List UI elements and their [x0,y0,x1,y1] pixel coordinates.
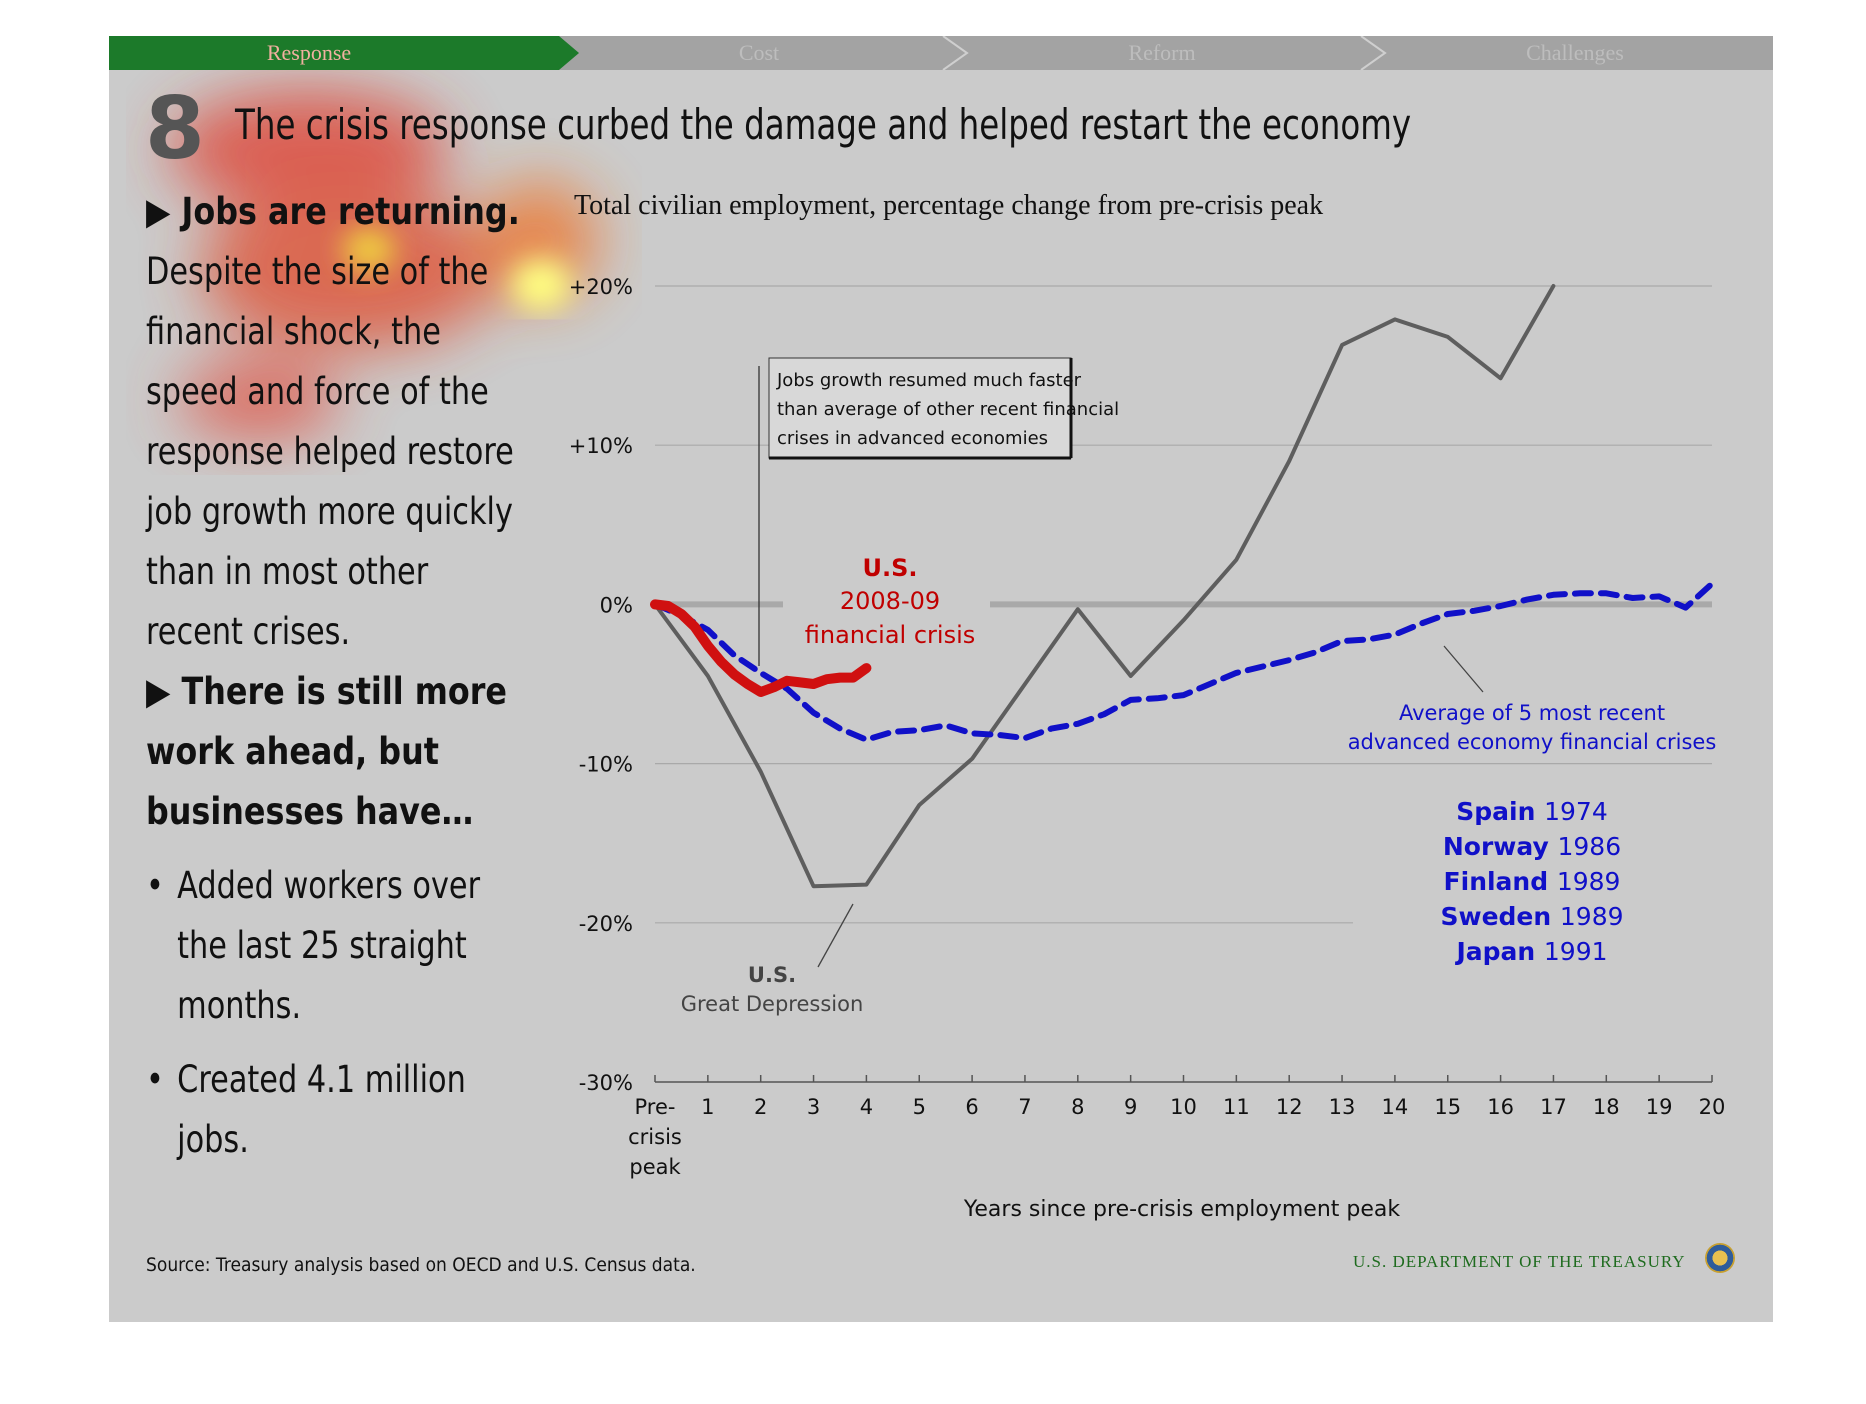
paragraph-line: Despite the size of the [146,250,489,293]
average-leader [1443,645,1484,693]
crisis-country: Spain [1456,797,1544,826]
x-tick-label: 3 [807,1095,820,1119]
tab-challenges[interactable]: Challenges [1526,40,1624,65]
bullet-dot: • [146,864,164,907]
bullet-item-cont: months. [146,976,490,1036]
section-nav-bar: Response Cost Reform Challenges [109,36,1773,70]
x-tick-label: 14 [1382,1095,1409,1119]
x-tick-label: 13 [1329,1095,1356,1119]
paragraph-line: job growth more quickly [146,490,513,533]
x-tick-label: 19 [1646,1095,1673,1119]
source-note: Source: Treasury analysis based on OECD … [146,1254,696,1276]
series-line [650,599,872,697]
depression-label: U.S. [748,963,796,987]
depression-leader [817,903,854,968]
x-tick-label: 1 [701,1095,714,1119]
x-tick-label: 20 [1699,1095,1726,1119]
chart-title: Total civilian employment, percentage ch… [574,190,1324,221]
crisis-country: Japan [1454,937,1543,966]
crisis-country-year: Norway 1986 [1443,832,1621,861]
us-crisis-label: financial crisis [805,621,976,649]
y-tick-label: -10% [579,753,633,777]
crisis-country-year: Finland 1989 [1444,867,1621,896]
department-name: U.S. DEPARTMENT OF THE TREASURY [1353,1252,1686,1271]
crisis-country-year: Spain 1974 [1456,797,1607,826]
x-tick-label: 15 [1434,1095,1461,1119]
crisis-country: Norway [1443,832,1558,861]
tab-reform[interactable]: Reform [1128,40,1196,65]
x-tick-label: 12 [1276,1095,1303,1119]
average-label: advanced economy financial crises [1348,730,1717,754]
callout-text: Jobs growth resumed much faster [776,370,1082,391]
bullet-item: • Added workers over [146,856,490,916]
crisis-year: 1986 [1558,832,1622,861]
paragraph-line: speed and force of the [146,370,489,413]
bullet-line: months. [177,984,302,1027]
crisis-country: Sweden [1440,902,1559,931]
y-tick-label: -20% [579,912,633,936]
slide-title: The crisis response curbed the damage an… [235,100,1412,149]
bullet-line: Added workers over [177,864,481,907]
treasury-seal-icon [1705,1243,1735,1273]
x-tick-label: 6 [965,1095,978,1119]
heading-more-work: work ahead, but [146,730,439,773]
callout-text: than average of other recent financial [777,399,1119,420]
bullet-line: the last 25 straight [177,924,467,967]
x-tick-label: 10 [1170,1095,1197,1119]
paragraph-line: recent crises. [146,610,351,653]
crisis-year: 1989 [1560,902,1624,931]
paragraph-line: than in most other [146,550,429,593]
tab-response[interactable]: Response [266,40,352,65]
bullet-line: Created 4.1 million [177,1058,466,1101]
slide: Response Cost Reform Challenges 8 The cr… [109,36,1773,1322]
x-axis-label: Years since pre-crisis employment peak [963,1197,1400,1222]
nav-tab-active-bg [109,36,579,70]
x-tick-label: 11 [1223,1095,1250,1119]
x-tick-label: 7 [1018,1095,1031,1119]
series-line [652,580,1715,743]
crisis-year: 1974 [1544,797,1608,826]
x-tick-label: Pre- [635,1095,676,1119]
x-tick-label: 18 [1593,1095,1620,1119]
bullet-item: • Created 4.1 million [146,1050,490,1110]
x-tick-label: 17 [1540,1095,1567,1119]
tab-cost[interactable]: Cost [738,40,780,65]
x-tick-label: 16 [1487,1095,1514,1119]
y-tick-label: 0% [600,593,633,617]
x-tick-label: peak [629,1155,681,1179]
bullet-dot: • [146,1058,164,1101]
heading-more-work: ▶ There is still more [146,670,508,713]
paragraph-line: financial shock, the [146,310,441,353]
us-crisis-label: 2008-09 [840,587,940,615]
slide-number: 8 [145,79,205,179]
y-tick-label: +20% [569,275,633,299]
average-label: Average of 5 most recent [1399,701,1665,725]
crisis-country-year: Japan 1991 [1454,937,1607,966]
x-tick-label: 5 [913,1095,926,1119]
x-tick-label: 2 [754,1095,767,1119]
y-tick-label: -30% [579,1071,633,1095]
crisis-country: Finland [1444,867,1557,896]
crisis-country-year: Sweden 1989 [1440,902,1623,931]
us-crisis-label: U.S. [862,554,917,582]
bullet-line: jobs. [177,1118,249,1161]
crisis-year: 1991 [1544,937,1608,966]
crisis-year: 1989 [1557,867,1621,896]
y-tick-label: +10% [569,434,633,458]
heading-jobs-returning: ▶ Jobs are returning. [146,190,520,233]
x-tick-label: 8 [1071,1095,1084,1119]
bullet-item-cont: the last 25 straight [146,916,490,976]
left-text-column: ▶ Jobs are returning. Despite the size o… [146,182,566,1170]
x-tick-label: 9 [1124,1095,1137,1119]
x-tick-label: 4 [860,1095,873,1119]
paragraph-line: response helped restore [146,430,514,473]
callout-text: crises in advanced economies [777,428,1048,449]
heading-more-work: businesses have… [146,790,474,833]
depression-label: Great Depression [681,992,864,1016]
x-tick-label: crisis [628,1125,682,1149]
series-line [653,284,1556,889]
bullet-item-cont: jobs. [146,1110,490,1170]
